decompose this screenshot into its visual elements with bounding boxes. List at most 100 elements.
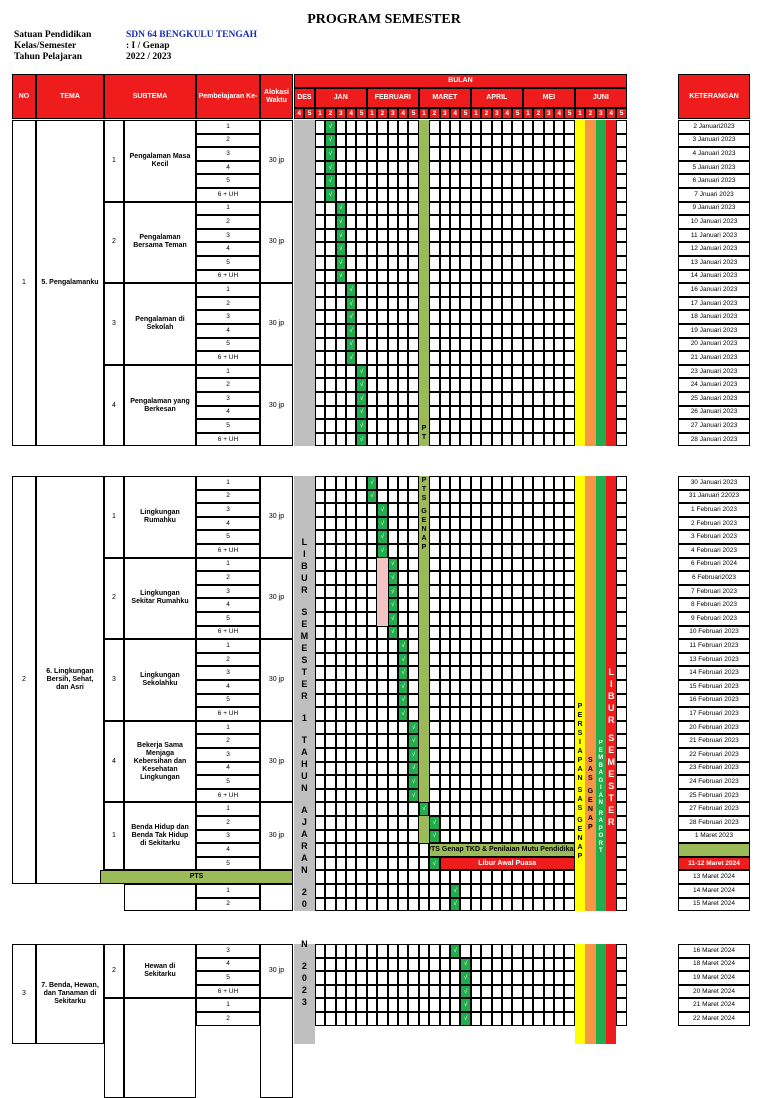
week-cell — [429, 639, 440, 653]
pembelajaran-ke: 4 — [196, 761, 260, 776]
check-mark: √ — [346, 296, 357, 311]
week-cell — [439, 734, 450, 748]
week-cell — [564, 693, 575, 708]
week-cell — [356, 802, 367, 816]
week-cell — [325, 476, 336, 490]
week-cell — [450, 283, 461, 297]
week-cell — [470, 957, 482, 972]
alokasi-waktu-cont — [260, 884, 293, 912]
week-cell — [481, 971, 492, 985]
subtema-name: Lingkungan Rumahku — [124, 476, 196, 558]
keterangan-date: 13 Februari 2023 — [678, 652, 750, 667]
week-cell — [314, 856, 326, 871]
subtema-no: 4 — [104, 364, 124, 447]
week-cell — [398, 215, 409, 229]
week-cell — [377, 625, 388, 640]
week-cell — [481, 419, 492, 433]
week-cell — [356, 256, 367, 270]
week-cell — [533, 693, 544, 708]
week-cell — [564, 652, 575, 667]
week-cell — [512, 310, 523, 324]
week-cell — [335, 612, 346, 626]
week-cell — [616, 242, 627, 256]
week-cell — [335, 897, 346, 912]
week-header: 1 — [574, 108, 586, 119]
week-cell — [346, 612, 357, 626]
week-cell — [564, 392, 575, 406]
week-cell — [439, 984, 450, 999]
week-cell — [439, 516, 450, 531]
alokasi-waktu: 30 jp — [260, 364, 293, 447]
pembelajaran-ke: 4 — [196, 242, 260, 256]
week-cell — [346, 530, 357, 544]
week-cell — [325, 639, 336, 653]
keterangan-date: 6 Februari 2024 — [678, 557, 750, 572]
week-header: 5 — [616, 108, 627, 119]
week-cell — [564, 269, 575, 284]
week-cell — [429, 174, 440, 188]
week-cell — [398, 748, 409, 762]
week-cell — [502, 392, 513, 406]
week-cell — [366, 283, 378, 297]
week-cell — [616, 612, 627, 626]
week-cell — [502, 612, 513, 626]
week-cell — [450, 748, 461, 762]
week-cell — [491, 571, 502, 585]
week-cell — [314, 476, 326, 490]
week-cell — [460, 476, 471, 490]
week-cell — [335, 188, 346, 202]
week-cell — [522, 120, 534, 134]
week-cell — [564, 748, 575, 762]
week-cell — [522, 405, 534, 420]
week-cell — [481, 160, 492, 175]
week-cell — [377, 215, 388, 229]
week-cell — [314, 296, 326, 311]
tema-no: 2 — [12, 476, 36, 884]
week-cell — [554, 761, 565, 776]
week-cell — [356, 557, 367, 572]
keterangan-date: 21 Februari 2023 — [678, 734, 750, 748]
week-cell — [554, 228, 565, 243]
week-cell — [325, 557, 336, 572]
keterangan-date: 18 Maret 2024 — [678, 957, 750, 972]
week-cell — [481, 666, 492, 680]
week-cell — [356, 530, 367, 544]
week-cell — [356, 788, 367, 803]
week-cell — [325, 707, 336, 721]
week-cell — [335, 584, 346, 599]
week-cell — [346, 405, 357, 420]
week-cell — [554, 133, 565, 148]
week-cell — [502, 748, 513, 762]
week-cell — [335, 530, 346, 544]
week-cell — [564, 256, 575, 270]
week-cell — [325, 215, 336, 229]
week-cell — [533, 174, 544, 188]
check-mark: √ — [408, 734, 419, 748]
week-cell — [554, 351, 565, 365]
week-cell — [616, 734, 627, 748]
check-mark: √ — [408, 775, 419, 789]
tema-no: 3 — [12, 944, 36, 1044]
week-cell — [356, 734, 367, 748]
week-cell — [543, 256, 554, 270]
week-cell — [481, 761, 492, 776]
week-cell — [377, 748, 388, 762]
week-cell — [366, 693, 378, 708]
week-cell — [387, 296, 398, 311]
week-cell — [470, 544, 482, 558]
week-cell — [408, 870, 419, 884]
keterangan-date: 28 Januari 2023 — [678, 432, 750, 447]
week-cell — [450, 734, 461, 748]
week-cell — [325, 324, 336, 338]
week-cell — [398, 147, 409, 161]
week-cell — [543, 147, 554, 161]
check-mark: √ — [429, 829, 440, 844]
week-cell — [616, 639, 627, 653]
week-cell — [377, 120, 388, 134]
week-cell — [543, 652, 554, 667]
week-cell — [346, 201, 357, 216]
keterangan-date: 4 Februari 2023 — [678, 544, 750, 558]
week-cell — [512, 337, 523, 352]
week-cell — [481, 870, 492, 884]
week-cell — [554, 188, 565, 202]
